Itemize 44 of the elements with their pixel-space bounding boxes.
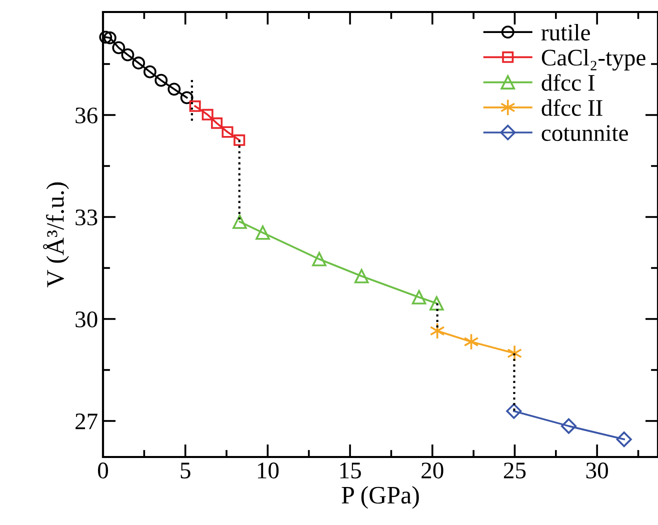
y-tick-label: 27	[76, 414, 98, 430]
x-tick-label: 30	[586, 462, 608, 478]
point	[189, 100, 201, 112]
x-tick-label: 10	[258, 462, 279, 478]
legend-label: dfcc I	[542, 74, 594, 91]
point	[506, 403, 522, 419]
legend-label: dfcc II	[542, 99, 602, 116]
point	[103, 31, 116, 44]
y-tick-label: 30	[76, 311, 98, 328]
point	[430, 296, 444, 310]
point	[143, 65, 156, 78]
point	[616, 432, 632, 448]
point	[180, 91, 194, 104]
x-tick-label: 5	[180, 462, 190, 478]
point	[222, 126, 234, 138]
point	[168, 82, 181, 96]
point	[232, 214, 247, 229]
point	[154, 74, 168, 87]
point	[560, 418, 577, 434]
x-tick-label: 15	[340, 462, 361, 478]
legend-label: CaCl₂-type	[542, 49, 646, 71]
point	[354, 268, 369, 284]
point	[234, 134, 246, 146]
x-tick-label: 25	[504, 462, 526, 478]
point	[464, 333, 479, 350]
legend-label: cotunnite	[542, 125, 628, 142]
x-tick-label: 0	[98, 462, 108, 478]
point	[312, 252, 326, 266]
point	[507, 344, 522, 362]
point	[121, 48, 134, 62]
point	[412, 290, 426, 304]
point	[99, 30, 112, 44]
point	[430, 322, 445, 340]
x-tick-label: 20	[422, 462, 444, 478]
point	[132, 56, 146, 70]
point	[256, 225, 270, 240]
y-tick-label: 33	[76, 210, 98, 226]
legend-label: rutile	[541, 24, 590, 41]
point	[202, 108, 214, 120]
x-axis-title: P (GPa)	[342, 486, 419, 509]
point	[211, 117, 223, 129]
y-axis-title: V (Å³/f.u.)	[43, 182, 69, 288]
y-tick-label: 36	[76, 108, 98, 124]
point	[112, 41, 126, 54]
